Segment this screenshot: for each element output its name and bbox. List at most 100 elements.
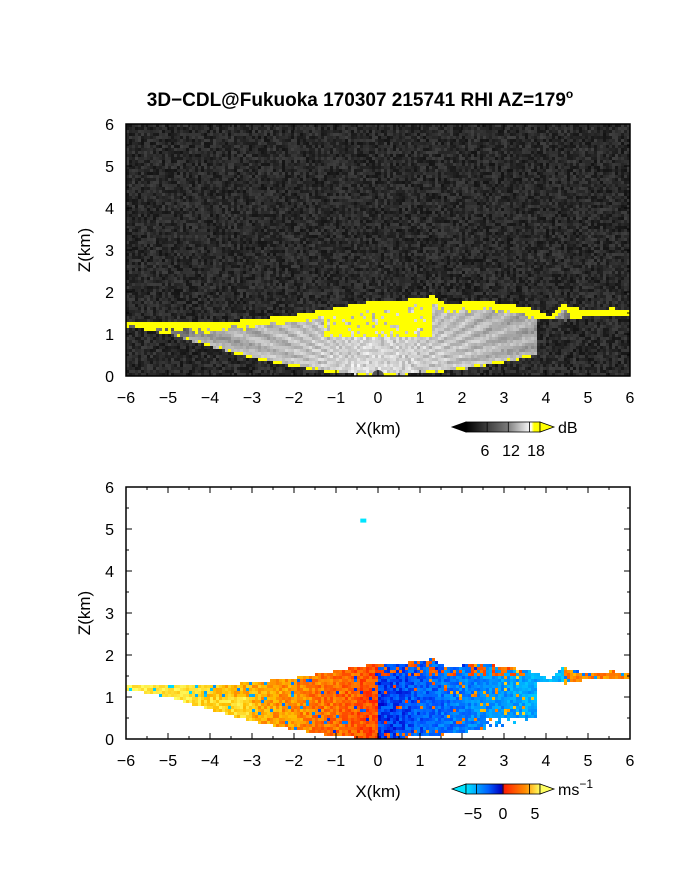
noise-cell [132, 166, 135, 169]
noise-cell [243, 151, 246, 154]
noise-cell [582, 133, 585, 136]
noise-cell [276, 133, 279, 136]
noise-cell [462, 160, 465, 163]
noise-cell [345, 172, 348, 175]
noise-cell [273, 196, 276, 199]
noise-cell [579, 181, 582, 184]
noise-cell [300, 196, 303, 199]
noise-cell [243, 172, 246, 175]
noise-cell [516, 166, 519, 169]
noise-cell [279, 169, 282, 172]
noise-cell [225, 175, 228, 178]
noise-cell [441, 130, 444, 133]
noise-cell [531, 148, 534, 151]
noise-cell [246, 196, 249, 199]
noise-cell [264, 127, 267, 130]
noise-cell [162, 124, 165, 127]
noise-cell [477, 202, 480, 205]
noise-cell [129, 178, 132, 181]
noise-cell [204, 157, 207, 160]
noise-cell [465, 187, 468, 190]
noise-cell [414, 166, 417, 169]
noise-cell [207, 154, 210, 157]
noise-cell [528, 124, 531, 127]
noise-cell [408, 202, 411, 205]
noise-cell [144, 145, 147, 148]
noise-cell [489, 175, 492, 178]
noise-cell [579, 163, 582, 166]
noise-cell [519, 181, 522, 184]
noise-cell [627, 127, 630, 130]
noise-cell [549, 187, 552, 190]
noise-cell [204, 196, 207, 199]
noise-cell [576, 142, 579, 145]
noise-cell [300, 175, 303, 178]
noise-cell [357, 196, 360, 199]
noise-cell [627, 187, 630, 190]
noise-cell [252, 136, 255, 139]
noise-cell [588, 148, 591, 151]
noise-cell [474, 157, 477, 160]
noise-cell [405, 166, 408, 169]
noise-cell [270, 127, 273, 130]
noise-cell [399, 196, 402, 199]
noise-cell [486, 142, 489, 145]
noise-cell [405, 184, 408, 187]
noise-cell [231, 142, 234, 145]
noise-cell [456, 181, 459, 184]
noise-cell [291, 199, 294, 202]
noise-cell [129, 139, 132, 142]
noise-cell [486, 175, 489, 178]
noise-cell [549, 199, 552, 202]
noise-cell [381, 172, 384, 175]
noise-cell [189, 136, 192, 139]
noise-cell [531, 151, 534, 154]
noise-cell [555, 142, 558, 145]
noise-cell [303, 154, 306, 157]
noise-cell [240, 199, 243, 202]
noise-cell [498, 205, 501, 208]
noise-cell [591, 124, 594, 127]
noise-cell [615, 169, 618, 172]
noise-cell [147, 205, 150, 208]
noise-cell [333, 202, 336, 205]
noise-cell [597, 139, 600, 142]
noise-cell [603, 148, 606, 151]
noise-cell [507, 163, 510, 166]
noise-cell [399, 142, 402, 145]
noise-cell [165, 184, 168, 187]
noise-cell [462, 199, 465, 202]
noise-cell [528, 193, 531, 196]
noise-cell [162, 133, 165, 136]
noise-cell [582, 172, 585, 175]
noise-cell [525, 142, 528, 145]
noise-cell [627, 199, 630, 202]
noise-cell [258, 196, 261, 199]
noise-cell [264, 196, 267, 199]
noise-cell [417, 133, 420, 136]
noise-cell [147, 124, 150, 127]
noise-cell [303, 196, 306, 199]
noise-cell [423, 202, 426, 205]
noise-cell [225, 142, 228, 145]
noise-cell [504, 157, 507, 160]
noise-cell [312, 178, 315, 181]
noise-cell [168, 142, 171, 145]
noise-cell [480, 208, 483, 211]
noise-cell [351, 172, 354, 175]
noise-cell [294, 202, 297, 205]
noise-cell [324, 154, 327, 157]
noise-cell [381, 178, 384, 181]
noise-cell [459, 199, 462, 202]
noise-cell [606, 142, 609, 145]
noise-cell [156, 163, 159, 166]
noise-cell [627, 130, 630, 133]
noise-cell [369, 151, 372, 154]
noise-cell [165, 160, 168, 163]
noise-cell [291, 145, 294, 148]
noise-cell [423, 142, 426, 145]
noise-cell [504, 166, 507, 169]
noise-cell [285, 166, 288, 169]
noise-cell [282, 127, 285, 130]
noise-cell [195, 145, 198, 148]
